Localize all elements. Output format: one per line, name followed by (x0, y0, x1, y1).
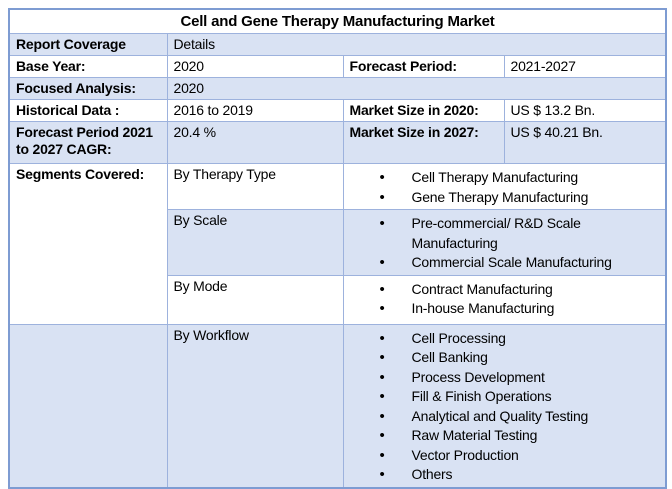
market-size-2020-value: US $ 13.2 Bn. (503, 99, 667, 122)
bullet-list: Pre-commercial/ R&D Scale Manufacturing … (350, 214, 660, 273)
bullet-list: Cell Therapy Manufacturing Gene Therapy … (350, 168, 660, 207)
list-item: Cell Processing (350, 329, 660, 349)
bullet-list: Contract Manufacturing In-house Manufact… (350, 280, 660, 319)
list-item: Commercial Scale Manufacturing (350, 253, 660, 273)
segment-mode-row: By Mode Contract Manufacturing In-house … (9, 274, 667, 325)
segment-scale-row: By Scale Pre-commercial/ R&D Scale Manuf… (9, 209, 667, 276)
market-size-2027-value: US $ 40.21 Bn. (503, 121, 667, 164)
segment-scale-items: Pre-commercial/ R&D Scale Manufacturing … (342, 209, 667, 276)
cagr-label: Forecast Period 2021 to 2027 CAGR: (8, 121, 168, 164)
list-item: Pre-commercial/ R&D Scale Manufacturing (350, 214, 660, 253)
cagr-row: Forecast Period 2021 to 2027 CAGR: 20.4 … (8, 121, 667, 164)
market-size-2020-label: Market Size in 2020: (342, 99, 505, 122)
base-year-value: 2020 (166, 55, 344, 78)
list-item: Analytical and Quality Testing (350, 407, 660, 427)
list-item: Contract Manufacturing (350, 280, 660, 300)
focused-analysis-row: Focused Analysis: 2020 (8, 77, 667, 100)
market-summary-table: Cell and Gene Therapy Manufacturing Mark… (8, 8, 668, 489)
list-item: Cell Therapy Manufacturing (350, 168, 660, 188)
segment-therapy-type-items: Cell Therapy Manufacturing Gene Therapy … (342, 163, 667, 210)
forecast-period-value: 2021-2027 (503, 55, 667, 78)
segment-therapy-type-name: By Therapy Type (166, 163, 344, 210)
segment-workflow-name: By Workflow (166, 323, 344, 488)
page-title: Cell and Gene Therapy Manufacturing Mark… (8, 8, 667, 34)
market-size-2027-label: Market Size in 2027: (342, 121, 505, 164)
historical-data-value: 2016 to 2019 (166, 99, 344, 122)
list-item: Process Development (350, 368, 660, 388)
historical-data-row: Historical Data : 2016 to 2019 Market Si… (8, 99, 667, 122)
list-item: Fill & Finish Operations (350, 387, 660, 407)
report-coverage-label: Report Coverage (8, 33, 168, 56)
segment-mode-items: Contract Manufacturing In-house Manufact… (342, 274, 667, 325)
list-item: Vector Production (350, 446, 660, 466)
cagr-value: 20.4 % (166, 121, 344, 164)
segment-scale-name: By Scale (166, 209, 344, 276)
list-item: Others (350, 465, 660, 485)
list-item: Gene Therapy Manufacturing (350, 188, 660, 208)
segments-covered-label: Segments Covered: (8, 163, 168, 325)
segment-workflow-items: Cell Processing Cell Banking Process Dev… (342, 323, 667, 488)
focused-analysis-value: 2020 (166, 77, 667, 100)
list-item: Raw Material Testing (350, 426, 660, 446)
base-year-row: Base Year: 2020 Forecast Period: 2021-20… (8, 55, 667, 78)
title-row: Cell and Gene Therapy Manufacturing Mark… (8, 8, 667, 34)
forecast-period-label: Forecast Period: (342, 55, 505, 78)
segment-mode-name: By Mode (166, 274, 344, 325)
segment-therapy-type-row: Segments Covered: By Therapy Type Cell T… (8, 163, 667, 325)
focused-analysis-label: Focused Analysis: (8, 77, 168, 100)
historical-data-label: Historical Data : (8, 99, 168, 122)
base-year-label: Base Year: (8, 55, 168, 78)
report-coverage-value: Details (166, 33, 667, 56)
report-coverage-row: Report Coverage Details (8, 33, 667, 56)
bullet-list: Cell Processing Cell Banking Process Dev… (350, 329, 660, 485)
segment-workflow-row: By Workflow Cell Processing Cell Banking… (8, 323, 667, 488)
segments-covered-spacer-cell (8, 323, 168, 488)
list-item: Cell Banking (350, 348, 660, 368)
list-item: In-house Manufacturing (350, 299, 660, 319)
